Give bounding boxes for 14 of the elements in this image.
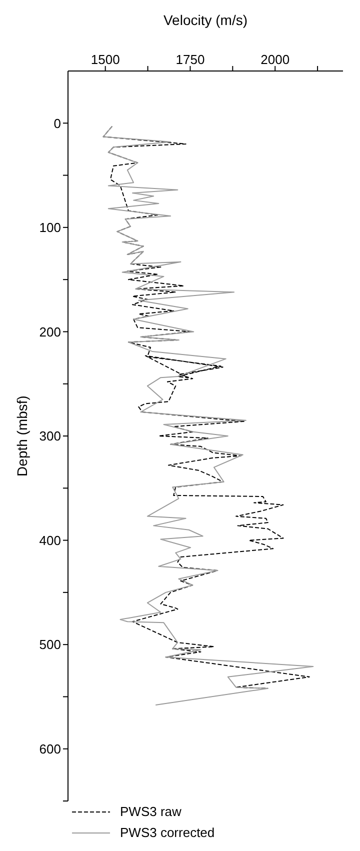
legend-label: PWS3 raw [120,804,182,819]
y-tick-label: 100 [39,220,61,236]
y-tick-label: 0 [54,116,61,131]
y-tick-label: 300 [39,428,61,444]
y-tick-label: 600 [39,741,61,756]
y-tick-label: 500 [39,637,61,652]
legend-label: PWS3 corrected [120,825,215,840]
y-tick-label: 400 [39,532,61,548]
x-tick-label: 1500 [90,52,120,67]
x-tick-label: 1750 [176,52,205,67]
x-axis-title: Velocity (m/s) [163,12,248,28]
x-tick-label: 2000 [260,52,290,67]
y-axis-title: Depth (mbsf) [14,396,30,476]
y-tick-label: 200 [39,324,61,340]
